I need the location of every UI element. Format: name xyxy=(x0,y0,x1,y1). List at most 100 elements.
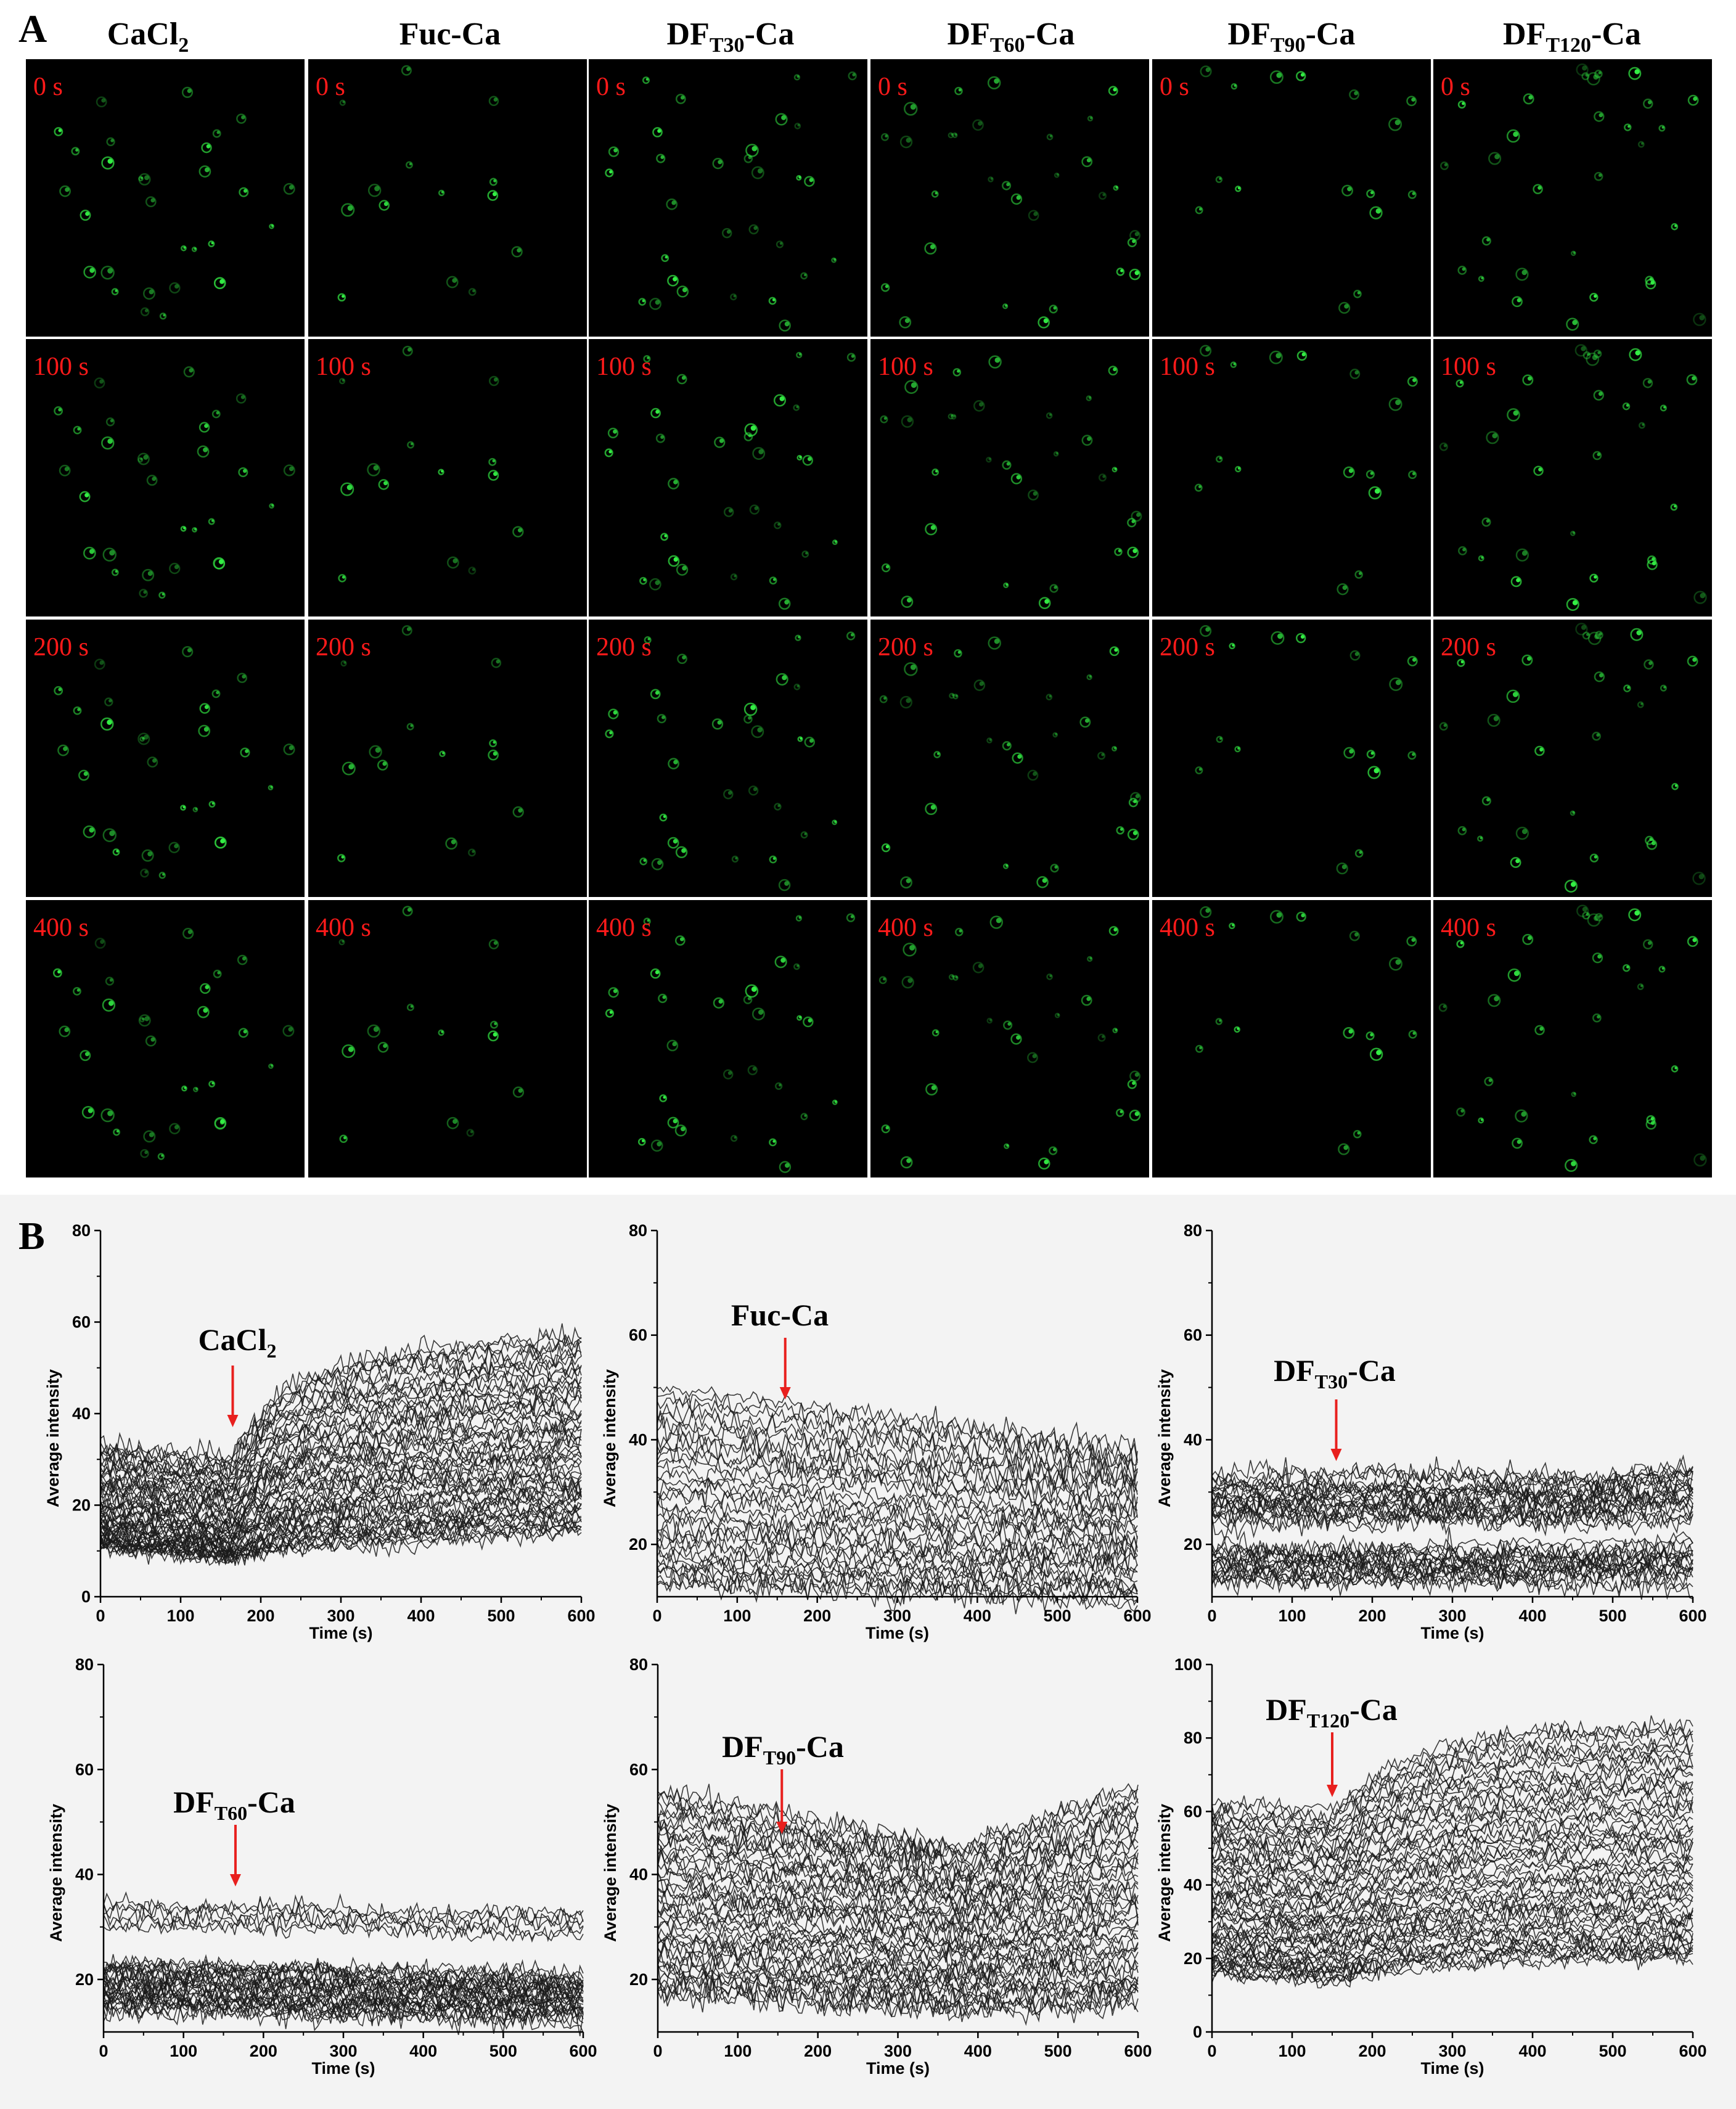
cell-spot xyxy=(472,289,475,293)
cell-spot xyxy=(1648,661,1653,665)
cell-ring xyxy=(1456,1107,1465,1117)
cell-ring xyxy=(1127,829,1139,840)
cell-spot xyxy=(1055,452,1058,455)
y-tick-label: 80 xyxy=(1184,1729,1202,1747)
cell-ring xyxy=(1693,591,1707,604)
x-tick-label: 300 xyxy=(883,1607,911,1625)
cell-ring xyxy=(1128,798,1139,808)
cell-spot xyxy=(1674,224,1677,227)
cell-ring xyxy=(714,436,726,448)
cell-spot xyxy=(751,145,758,152)
cell-spot xyxy=(1016,195,1021,200)
cell-ring xyxy=(367,184,382,197)
cell-ring xyxy=(748,224,759,235)
cell-spot xyxy=(753,226,758,231)
cell-ring xyxy=(208,518,215,525)
cell-spot xyxy=(65,187,70,192)
cell-spot xyxy=(782,675,787,681)
cell-ring xyxy=(488,939,499,949)
cell-ring xyxy=(1129,268,1141,281)
cell-ring xyxy=(1693,313,1706,326)
micrograph-r0-c3: 0 s xyxy=(870,59,1149,337)
cell-spot xyxy=(492,459,496,463)
cell-ring xyxy=(795,915,803,922)
cell-spot xyxy=(796,964,799,967)
cell-spot xyxy=(717,720,722,725)
cell-ring xyxy=(793,404,800,411)
cell-ring xyxy=(111,288,119,296)
cell-ring xyxy=(52,968,62,978)
cell-spot xyxy=(907,978,913,983)
series-line xyxy=(100,1452,582,1544)
cell-ring xyxy=(1127,1079,1137,1089)
cell-ring xyxy=(1570,530,1576,536)
cell-spot xyxy=(1049,413,1052,416)
cell-ring xyxy=(723,1069,734,1079)
x-tick-label: 600 xyxy=(567,1607,595,1625)
cell-spot xyxy=(1650,281,1655,285)
cell-ring xyxy=(1027,769,1039,781)
cell-ring xyxy=(1487,713,1501,727)
cell-ring xyxy=(931,1029,940,1037)
cell-spot xyxy=(83,771,88,776)
cell-ring xyxy=(1594,111,1605,122)
cell-ring xyxy=(139,1017,145,1023)
cell-spot xyxy=(799,456,802,459)
cell-ring xyxy=(159,313,167,320)
series-line xyxy=(657,1849,1139,1904)
cell-spot xyxy=(1016,1035,1021,1040)
cell-ring xyxy=(1113,185,1119,191)
column-header-0-main: CaCl xyxy=(107,17,179,52)
cell-ring xyxy=(1481,517,1491,527)
cell-spot xyxy=(1005,864,1008,867)
cell-ring xyxy=(846,913,856,922)
cell-spot xyxy=(954,133,957,136)
cell-spot xyxy=(906,878,911,883)
cell-ring xyxy=(1407,751,1417,760)
cell-ring xyxy=(1012,752,1023,764)
cell-ring xyxy=(751,725,764,739)
cell-spot xyxy=(672,1041,677,1047)
cell-ring xyxy=(1027,1052,1038,1063)
cell-ring xyxy=(900,876,912,889)
cell-spot xyxy=(784,599,789,605)
cell-spot xyxy=(799,1016,802,1019)
cell-spot xyxy=(807,457,812,461)
cell-ring xyxy=(1534,745,1545,756)
cell-ring xyxy=(796,174,802,181)
cell-ring xyxy=(1349,650,1361,661)
cell-spot xyxy=(1198,768,1202,771)
cell-ring xyxy=(96,96,107,108)
column-header-5-suffix: -Ca xyxy=(1591,17,1641,52)
cell-ring xyxy=(157,1153,165,1160)
cell-spot xyxy=(107,719,112,725)
cell-ring xyxy=(112,848,120,856)
cell-ring xyxy=(1594,671,1605,682)
cell-spot xyxy=(682,287,687,293)
cell-spot xyxy=(1113,928,1118,932)
series-line xyxy=(1211,1548,1693,1586)
y-tick-label: 20 xyxy=(72,1496,91,1515)
cell-ring xyxy=(954,86,963,96)
cell-ring xyxy=(1687,655,1698,667)
cell-ring xyxy=(199,703,210,714)
cell-ring xyxy=(1693,1153,1707,1167)
cell-spot xyxy=(115,570,118,573)
cell-spot xyxy=(655,409,660,414)
x-tick-label: 300 xyxy=(1438,2042,1466,2060)
cell-ring xyxy=(933,751,941,758)
cell-ring xyxy=(674,935,686,946)
cell-ring xyxy=(1512,1137,1523,1149)
time-label: 400 s xyxy=(596,914,652,942)
cell-spot xyxy=(655,300,660,305)
cell-ring xyxy=(1570,810,1576,816)
cell-ring xyxy=(800,1113,808,1121)
cell-ring xyxy=(1081,156,1093,168)
cell-ring xyxy=(1477,835,1484,842)
cell-ring xyxy=(54,686,63,695)
series-line xyxy=(657,1813,1139,1883)
cell-spot xyxy=(1134,271,1139,276)
cell-spot xyxy=(1700,1155,1705,1161)
x-axis-label: Time (s) xyxy=(311,2059,375,2078)
